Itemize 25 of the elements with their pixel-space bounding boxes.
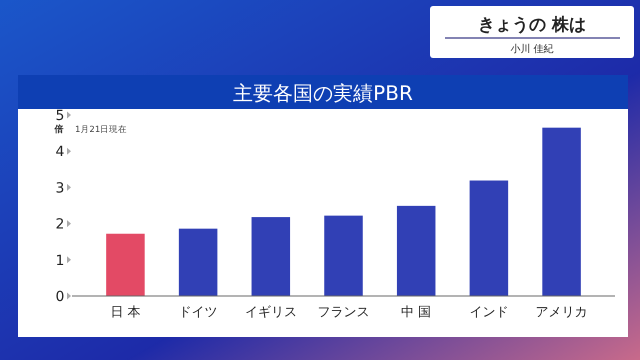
x-tick-label: イギリス [244,305,297,320]
chart-title: 主要各国の実績PBR [233,81,413,105]
text: 小川 佳紀 [510,43,554,55]
bar [542,128,581,296]
annotation: 1月21日現在 [75,124,128,135]
x-tick-label: インド [469,305,508,320]
x-tick-label: フランス [318,305,370,320]
y-tick-label: 2 [56,216,64,233]
y-tick-label: 3 [56,180,64,196]
bar [106,234,145,296]
x-tick-label: 日 本 [110,305,140,320]
bar [324,216,363,296]
x-tick-label: ドイツ [178,305,218,320]
y-axis-title: 倍 [54,124,64,135]
y-tick-label: 1 [56,252,64,269]
x-tick-label: アメリカ [536,305,588,320]
bar [396,206,436,296]
bar [470,180,508,296]
y-tick-label: 4 [56,144,65,160]
y-tick-label: 0 [56,289,64,305]
y-tick-label: 5 [56,108,64,124]
x-tick-label: 中 国 [401,305,432,320]
text: きょうの 株は [478,15,586,35]
bar [178,228,218,296]
bar [252,217,290,296]
